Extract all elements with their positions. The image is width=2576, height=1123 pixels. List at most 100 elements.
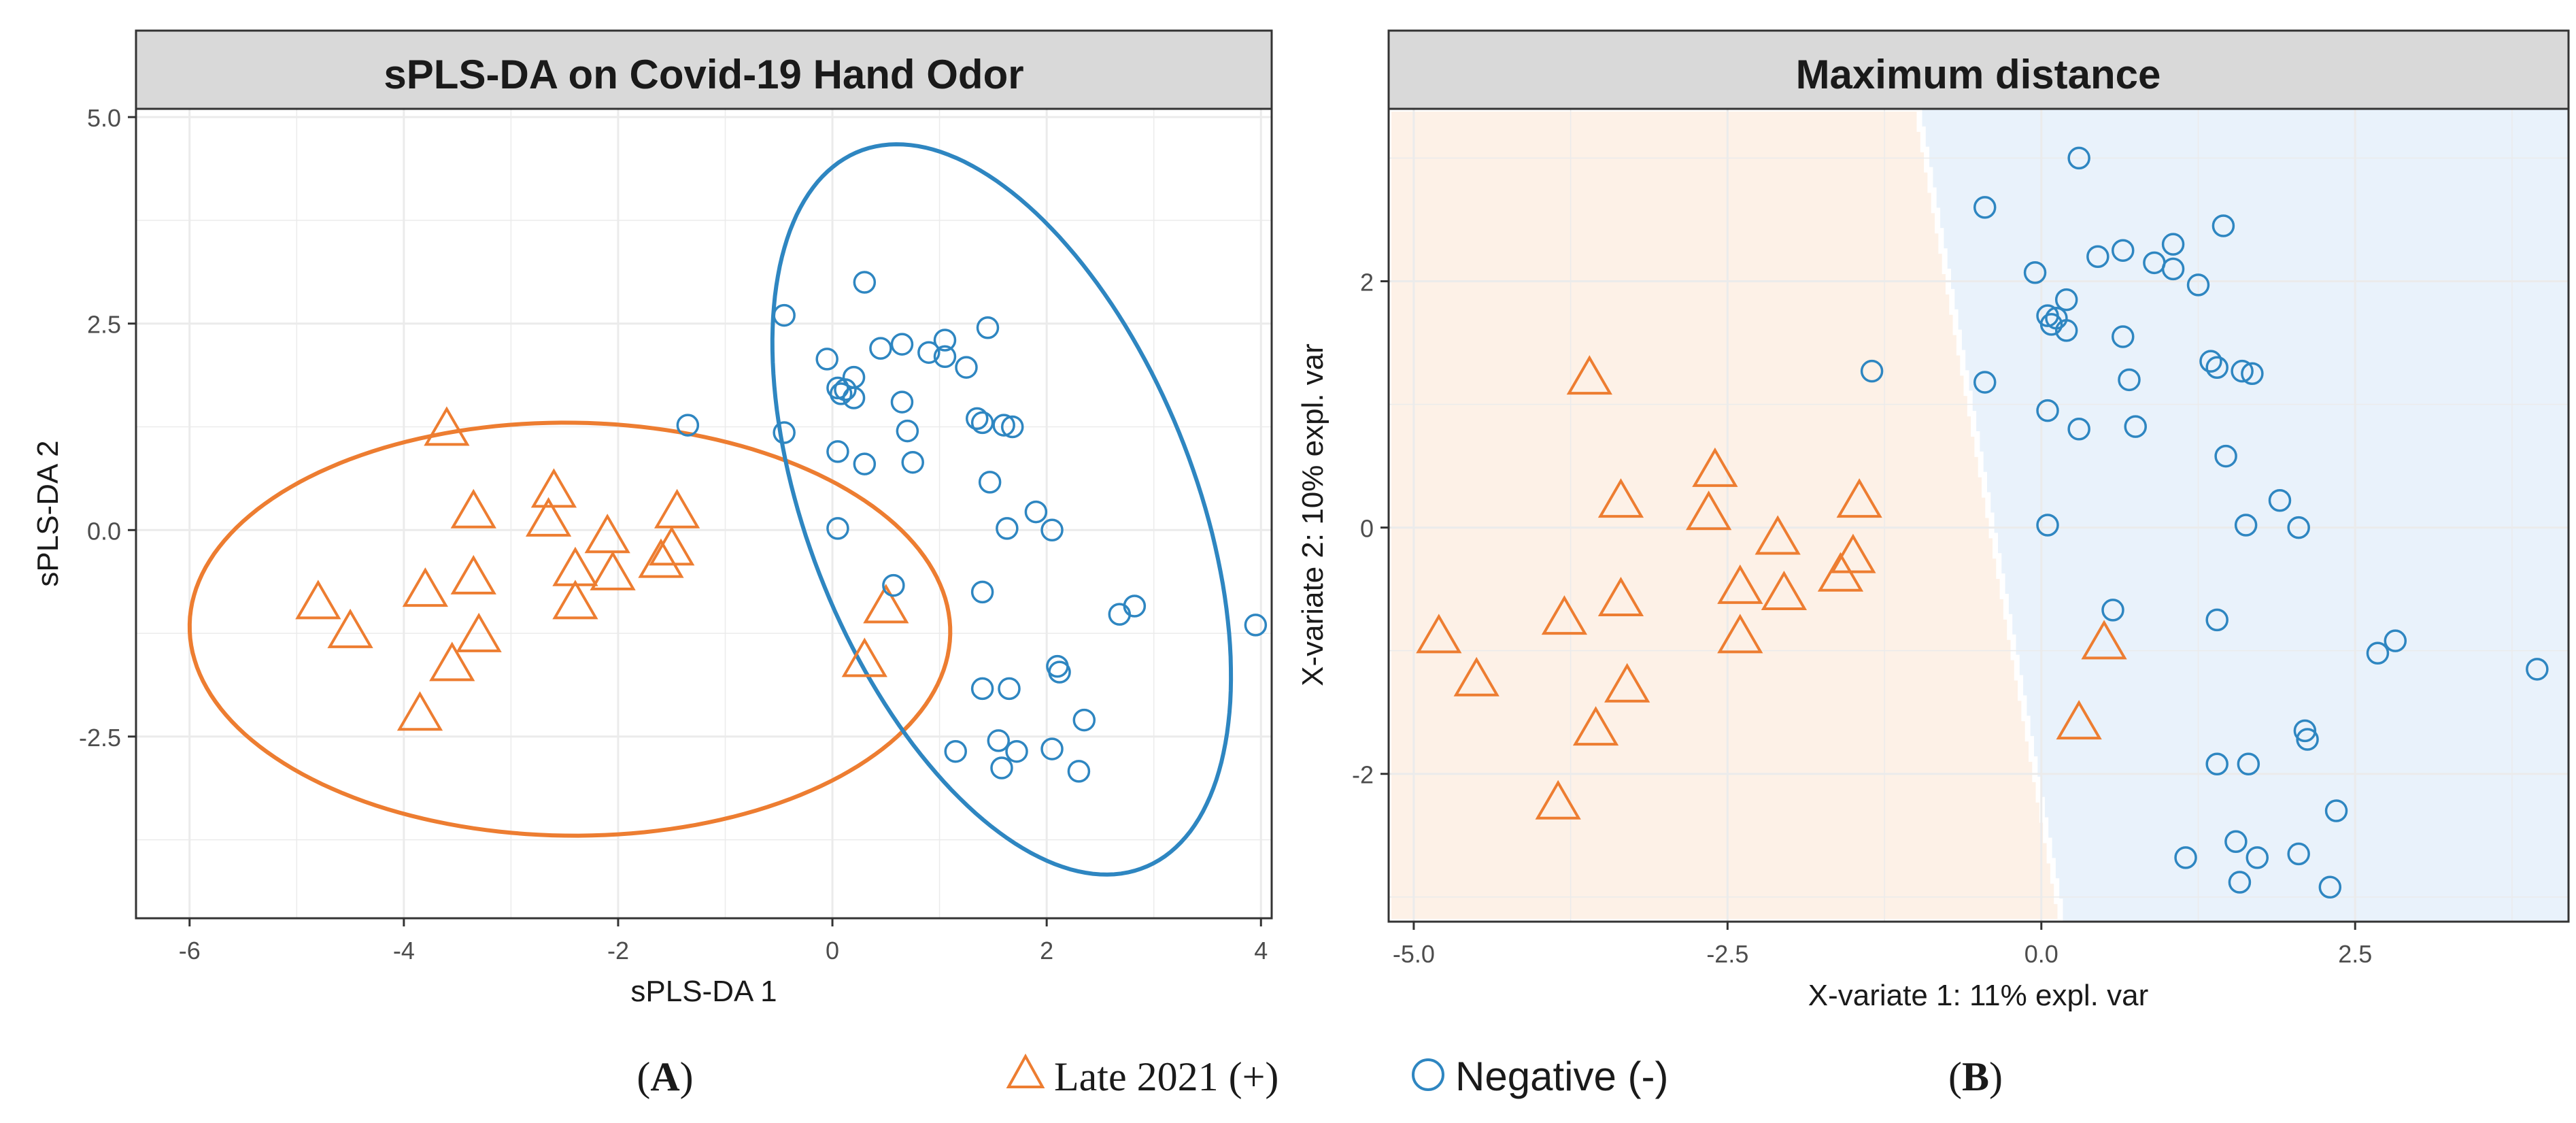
point-late-2021-positive: [863, 584, 909, 624]
x-tick-label: -5.0: [1393, 940, 1435, 968]
point-late-2021-positive: [1755, 515, 1801, 555]
legend: (A) (B) Late 2021 (+) Negative (-): [637, 1053, 2003, 1099]
panel-a-y-ticks: -2.5 0.0 2.5 5.0: [79, 104, 136, 752]
point-negative: [2366, 641, 2390, 665]
point-negative: [965, 407, 989, 431]
point-negative: [2324, 799, 2348, 822]
point-negative: [1000, 415, 1024, 439]
point-negative: [1244, 614, 1268, 637]
x-tick-label: -2.5: [1706, 940, 1748, 968]
point-negative: [990, 756, 1013, 780]
panel-b-border: [1387, 107, 2570, 923]
point-late-2021-positive: [1597, 478, 1644, 518]
point-late-2021-positive: [525, 497, 572, 537]
point-late-2021-positive: [450, 488, 496, 529]
point-negative: [2186, 273, 2210, 297]
point-negative: [992, 414, 1015, 437]
point-late-2021-positive: [649, 526, 695, 566]
panel-label-b-letter: B: [1962, 1054, 1989, 1099]
point-late-2021-positive: [638, 538, 684, 578]
point-negative: [2293, 719, 2317, 743]
point-negative: [2086, 245, 2109, 269]
point-negative: [2101, 599, 2124, 622]
point-late-2021-positive: [1541, 595, 1588, 635]
panel-a-title-strip: [135, 29, 1273, 110]
y-tick-label: -2.5: [79, 724, 121, 752]
point-negative: [955, 356, 978, 379]
point-negative: [1108, 603, 1132, 626]
panel-a-title: sPLS-DA on Covid-19 Hand Odor: [384, 52, 1023, 97]
panel-label-a-letter: A: [650, 1054, 679, 1099]
y-tick-label: 0.0: [87, 517, 121, 545]
point-late-2021-positive: [396, 691, 443, 731]
legend-label-positive: Late 2021 (+): [1054, 1054, 1278, 1099]
point-negative: [1973, 196, 1997, 219]
panel-b-y-ticks: -2 0 2: [1352, 268, 1389, 789]
panel-b-x-ticks: -5.0 -2.5 0.0 2.5: [1393, 922, 2372, 968]
x-tick-label: 4: [1254, 937, 1268, 965]
point-negative: [773, 421, 796, 444]
panel-b-gridlines: [1389, 109, 2569, 922]
point-late-2021-positive: [1717, 614, 1763, 654]
x-tick-label: -4: [393, 937, 415, 965]
point-late-2021-positive: [1761, 570, 1808, 610]
panel-a-y-axis-title: sPLS-DA 2: [31, 440, 65, 586]
point-negative: [2205, 356, 2228, 379]
legend-label-negative: Negative (-): [1455, 1054, 1668, 1099]
point-late-2021-positive: [552, 580, 598, 620]
point-negative: [2205, 608, 2228, 632]
x-tick-label: 0: [826, 937, 839, 965]
point-negative: [1040, 737, 1064, 760]
point-negative: [933, 329, 957, 352]
point-late-2021-positive: [1686, 490, 1732, 531]
point-negative: [842, 386, 866, 409]
panel-a: sPLS-DA on Covid-19 Hand Odor -6 -4 -2 0 2 4 …: [31, 29, 1273, 1008]
point-negative: [944, 739, 967, 763]
point-late-2021-positive: [1836, 478, 1882, 518]
panel-b: Maximum distance -5.0 -2.5 0.0 2.5 -2 0 2 X-v…: [1296, 29, 2570, 1012]
point-late-2021-positive: [2081, 620, 2127, 660]
x-tick-label: -6: [179, 937, 201, 965]
panel-label-a: (A): [637, 1054, 693, 1099]
point-negative: [890, 333, 914, 356]
panel-label-b: (B): [1948, 1054, 2003, 1099]
point-late-2021-positive: [584, 514, 630, 554]
panel-a-gridlines: [136, 109, 1272, 918]
point-negative: [1067, 760, 1091, 783]
panel-a-ellipses: [187, 142, 1234, 877]
point-negative: [2036, 514, 2059, 537]
point-negative: [882, 573, 905, 597]
point-negative: [1973, 371, 1997, 394]
point-negative: [2245, 846, 2269, 869]
point-negative: [970, 411, 994, 435]
x-tick-label: 2.5: [2338, 940, 2372, 968]
point-late-2021-positive: [530, 468, 577, 508]
y-tick-label: 2.5: [87, 311, 121, 339]
point-negative: [2174, 846, 2197, 869]
y-tick-label: 5.0: [87, 104, 121, 132]
point-negative: [2224, 830, 2248, 854]
point-negative: [2237, 752, 2260, 775]
point-late-2021-positive: [1597, 577, 1644, 617]
point-negative: [2241, 362, 2264, 386]
panel-a-points: [295, 271, 1268, 783]
point-late-2021-positive: [450, 554, 496, 594]
point-late-2021-positive: [1817, 552, 1864, 592]
x-tick-label: -2: [607, 937, 629, 965]
point-negative: [1072, 708, 1096, 732]
point-negative: [853, 452, 877, 475]
point-negative: [970, 677, 994, 701]
point-negative: [2287, 516, 2310, 539]
point-late-2021-positive: [295, 580, 341, 620]
point-negative: [1024, 500, 1048, 524]
panel-a-plot-area: [136, 109, 1272, 918]
legend-triangle-icon: [1006, 1053, 1045, 1088]
point-negative: [976, 316, 1000, 339]
point-negative: [826, 440, 849, 463]
point-late-2021-positive: [1566, 355, 1612, 395]
point-late-2021-positive: [841, 637, 887, 677]
confidence-ellipse: [770, 142, 1234, 877]
confidence-ellipse: [187, 420, 953, 838]
point-negative: [970, 580, 994, 604]
point-late-2021-positive: [1604, 663, 1650, 703]
